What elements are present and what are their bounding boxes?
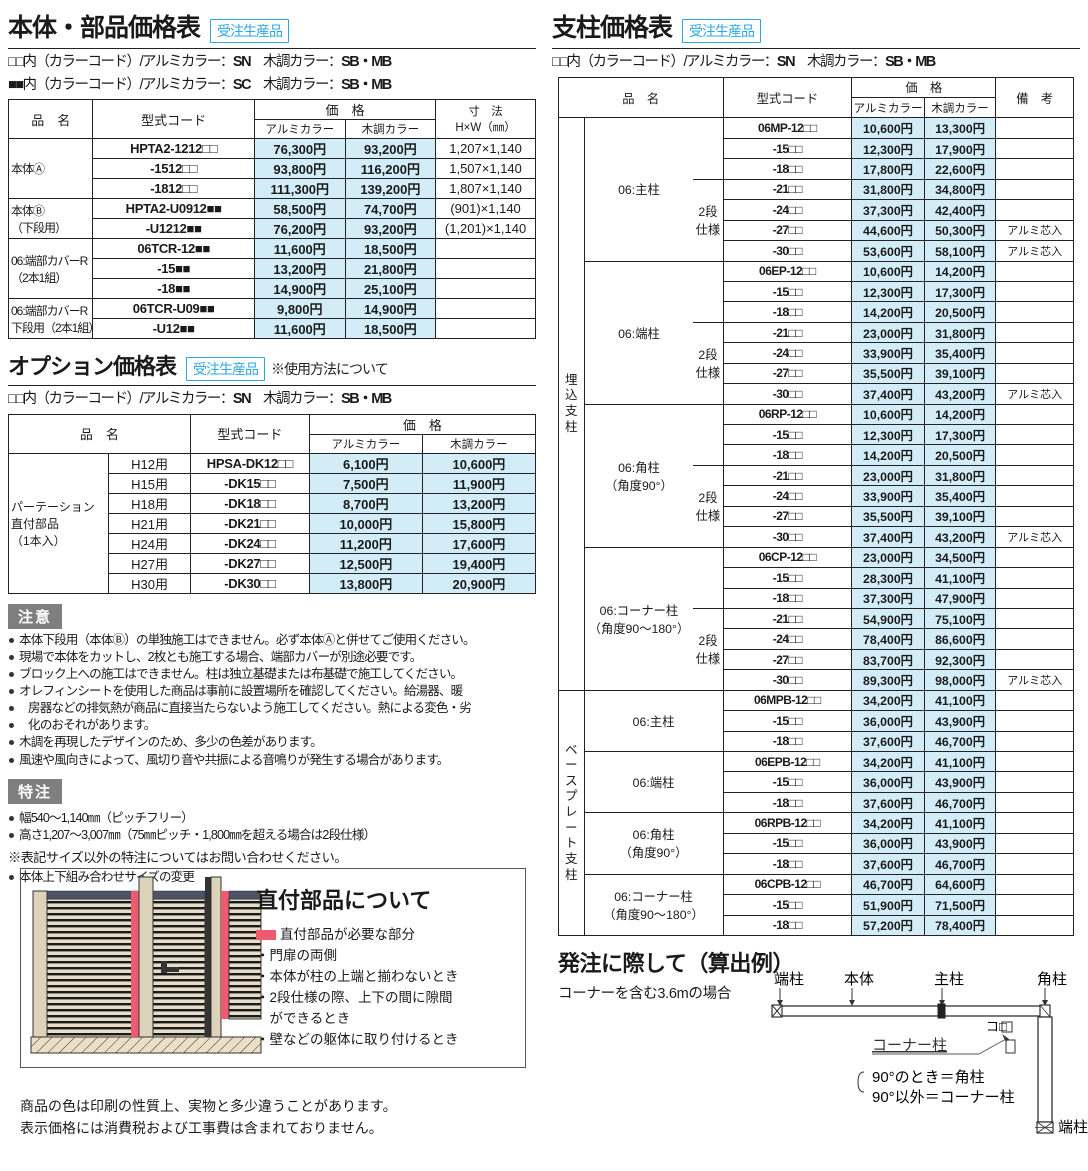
svg-text:端柱: 端柱 (774, 971, 804, 988)
svg-text:90°のとき＝角柱: 90°のとき＝角柱 (872, 1069, 985, 1086)
svg-text:角柱: 角柱 (1037, 971, 1067, 988)
svg-text:コーナー柱: コーナー柱 (872, 1037, 947, 1054)
svg-text:主柱: 主柱 (934, 971, 964, 988)
svg-text:本体: 本体 (844, 971, 874, 988)
svg-text:端柱: 端柱 (1058, 1119, 1088, 1136)
svg-text:コ□: コ□ (986, 1019, 1007, 1034)
svg-text:90°以外＝コーナー柱: 90°以外＝コーナー柱 (872, 1089, 1015, 1106)
